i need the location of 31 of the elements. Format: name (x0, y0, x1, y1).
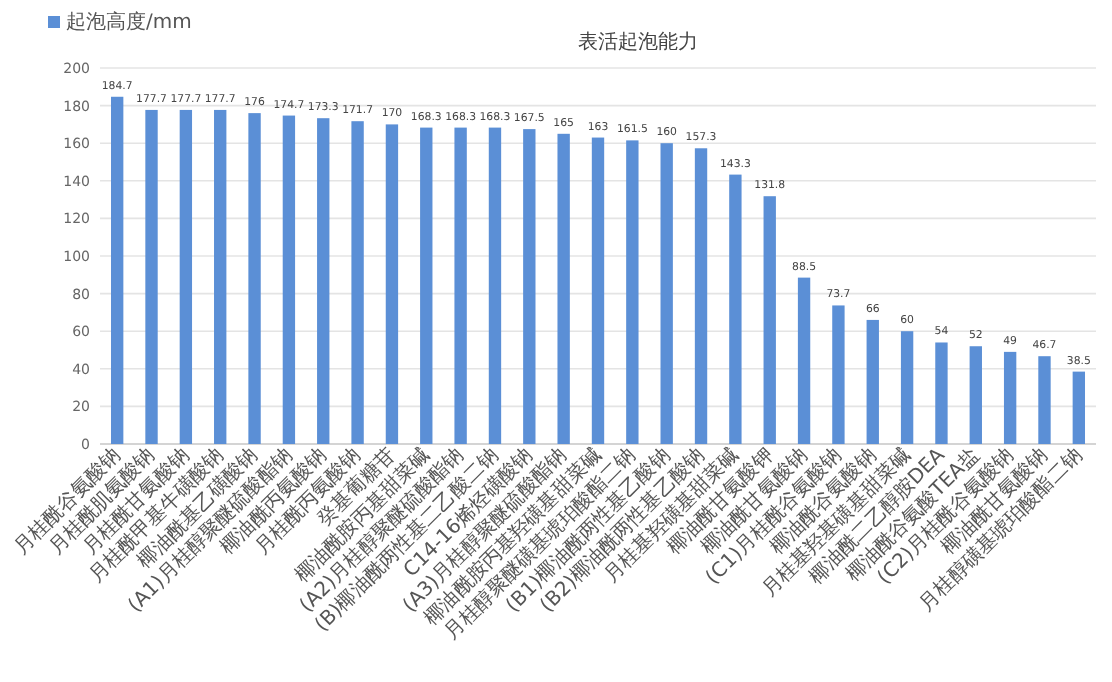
bar (454, 127, 467, 444)
bar (866, 319, 879, 444)
bar (1003, 351, 1017, 444)
bar (557, 133, 570, 444)
bar (179, 109, 193, 444)
legend-label: 起泡高度/mm (66, 10, 192, 34)
bar (317, 118, 330, 444)
bar (488, 127, 502, 444)
bar (420, 127, 433, 444)
bar (523, 129, 536, 444)
bar (214, 109, 227, 444)
bar (797, 277, 811, 444)
bar (900, 331, 914, 444)
bar (1072, 371, 1086, 444)
bar (626, 140, 639, 444)
bar (660, 143, 673, 444)
bar (763, 196, 776, 444)
bar (694, 148, 708, 444)
bar (832, 305, 845, 444)
bar (145, 109, 158, 444)
bar (351, 121, 364, 444)
bar (110, 96, 124, 444)
bar (248, 113, 261, 444)
bar (935, 342, 948, 444)
bar (969, 346, 982, 444)
bar (282, 115, 296, 444)
chart-title: 表活起泡能力 (578, 30, 698, 54)
bar (591, 137, 605, 444)
bar (1038, 356, 1051, 444)
bar (729, 174, 742, 444)
bar (385, 124, 399, 444)
